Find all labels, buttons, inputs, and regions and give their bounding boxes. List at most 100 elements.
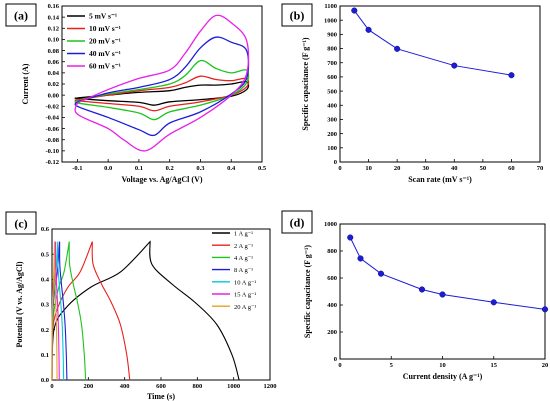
x-axis-label: Scan rate (mV s⁻¹) [408,175,472,184]
legend-entry: 8 A g⁻¹ [234,267,253,274]
data-point [541,306,549,313]
data-point [357,255,364,262]
y-tick-label: 0.06 [48,59,60,66]
y-tick-label: 400 [327,102,337,109]
y-tick-label: 600 [327,275,337,282]
x-tick-label: 0.0 [104,165,112,172]
x-tick-label: 600 [156,383,166,390]
data-point [508,72,515,79]
x-tick-label: 0 [50,383,53,390]
x-tick-label: 50 [480,165,487,172]
y-tick-label: 700 [327,60,337,67]
panel-badge-label: (b) [290,9,305,23]
legend-entry: 60 mV s⁻¹ [89,62,121,71]
legend-entry: 40 mV s⁻¹ [89,49,121,58]
y-tick-label: -0.02 [45,103,59,110]
x-tick-label: 5 [390,362,394,369]
x-axis-label: Time (s) [147,392,175,401]
panel-badge-box [281,210,313,234]
x-tick-label: 70 [537,165,544,172]
y-tick-label: 0 [334,159,337,166]
y-tick-label: 0.5 [41,251,50,258]
x-tick-label: 0.2 [166,165,174,172]
x-tick-label: 0.4 [227,165,236,172]
x-tick-label: 15 [491,362,498,369]
panel-b: 0 10 20 30 40 50 60 700100200300400500600700800… [281,3,544,184]
y-tick-label: 0.0 [41,377,49,384]
legend-entry: 15 A g⁻¹ [234,292,256,299]
data-point [347,234,354,241]
series-line [353,10,512,76]
x-tick-label: 400 [120,383,130,390]
x-tick-label: 20 [542,362,549,369]
y-axis-label: Current (A) [21,63,30,104]
cv-curve [74,59,250,121]
x-axis-label: Voltage vs. Ag/AgCl (V) [121,175,202,184]
x-tick-label: -0.1 [72,165,82,172]
data-point [365,26,372,33]
x-tick-label: 800 [192,383,202,390]
x-tick-label: 40 [451,165,458,172]
data-point [451,62,458,69]
gcd-curve [51,241,58,381]
y-tick-label: 600 [327,74,337,81]
y-tick-label: -0.12 [45,159,59,166]
panel-badge: (a) [5,3,37,27]
y-tick-label: 1100 [324,3,337,10]
y-tick-label: 800 [327,248,337,255]
x-tick-label: 1200 [264,383,277,390]
y-tick-label: 0.1 [41,352,49,359]
data-point [394,45,401,52]
legend-entry: 5 mV s⁻¹ [89,12,117,21]
y-tick-label: 0.16 [48,3,60,10]
panel-a: -0.1 0.0 0.1 0.2 0.3 0.4 0.5 -0.12 -0.10 -0.08 -0.… [5,3,267,184]
data-point [418,286,426,293]
y-axis-label: Specific capacitance (F g⁻¹) [301,37,310,131]
data-point [490,299,497,306]
y-tick-label: 0.12 [48,25,59,32]
y-tick-label: 1000 [324,221,337,228]
y-tick-label: 400 [327,302,337,309]
x-tick-label: 0.3 [196,165,205,172]
y-tick-label: 0 [334,356,337,363]
y-tick-label: 0.14 [48,14,60,21]
gcd-curve [51,240,240,381]
legend-entry: 4 A g⁻¹ [234,255,253,262]
y-axis-label: Potential (V vs. Ag/AgCl) [15,261,24,347]
x-tick-label: 30 [422,165,429,172]
gcd-curve [51,241,87,381]
panel-badge-label: (d) [290,216,305,230]
data-point [377,270,385,277]
panel-badge: (b) [281,3,313,27]
y-tick-label: 0.04 [48,70,60,77]
y-tick-label: 1000 [324,17,337,24]
panel-badge-box [5,3,37,27]
y-tick-label: 500 [327,88,337,95]
panel-badge: (c) [5,211,37,235]
legend-entry: 10 mV s⁻¹ [89,24,121,33]
panel-badge-label: (a) [14,9,28,23]
panel-badge-box [281,3,313,27]
legend-entry: 20 mV s⁻¹ [89,37,121,46]
cv-curve [74,80,250,106]
y-tick-label: 0.10 [48,37,59,44]
x-tick-label: 10 [439,362,446,369]
y-tick-label: -0.08 [45,137,59,144]
y-tick-label: 0.4 [41,277,50,284]
cv-curve [74,75,250,112]
y-tick-label: 0.02 [48,81,59,88]
y-tick-label: 0.3 [41,302,50,309]
x-tick-label: 60 [508,165,515,172]
panel-badge-label: (c) [14,217,27,231]
y-tick-label: -0.04 [45,115,59,122]
x-tick-label: 0 [338,362,341,369]
cv-curve [74,14,250,152]
data-point [351,7,358,14]
y-tick-label: 200 [327,329,337,336]
x-tick-label: 10 [365,165,372,172]
legend-entry: 1 A g⁻¹ [234,231,253,238]
panel-badge: (d) [281,210,313,234]
legend-entry: 2 A g⁻¹ [234,243,253,250]
